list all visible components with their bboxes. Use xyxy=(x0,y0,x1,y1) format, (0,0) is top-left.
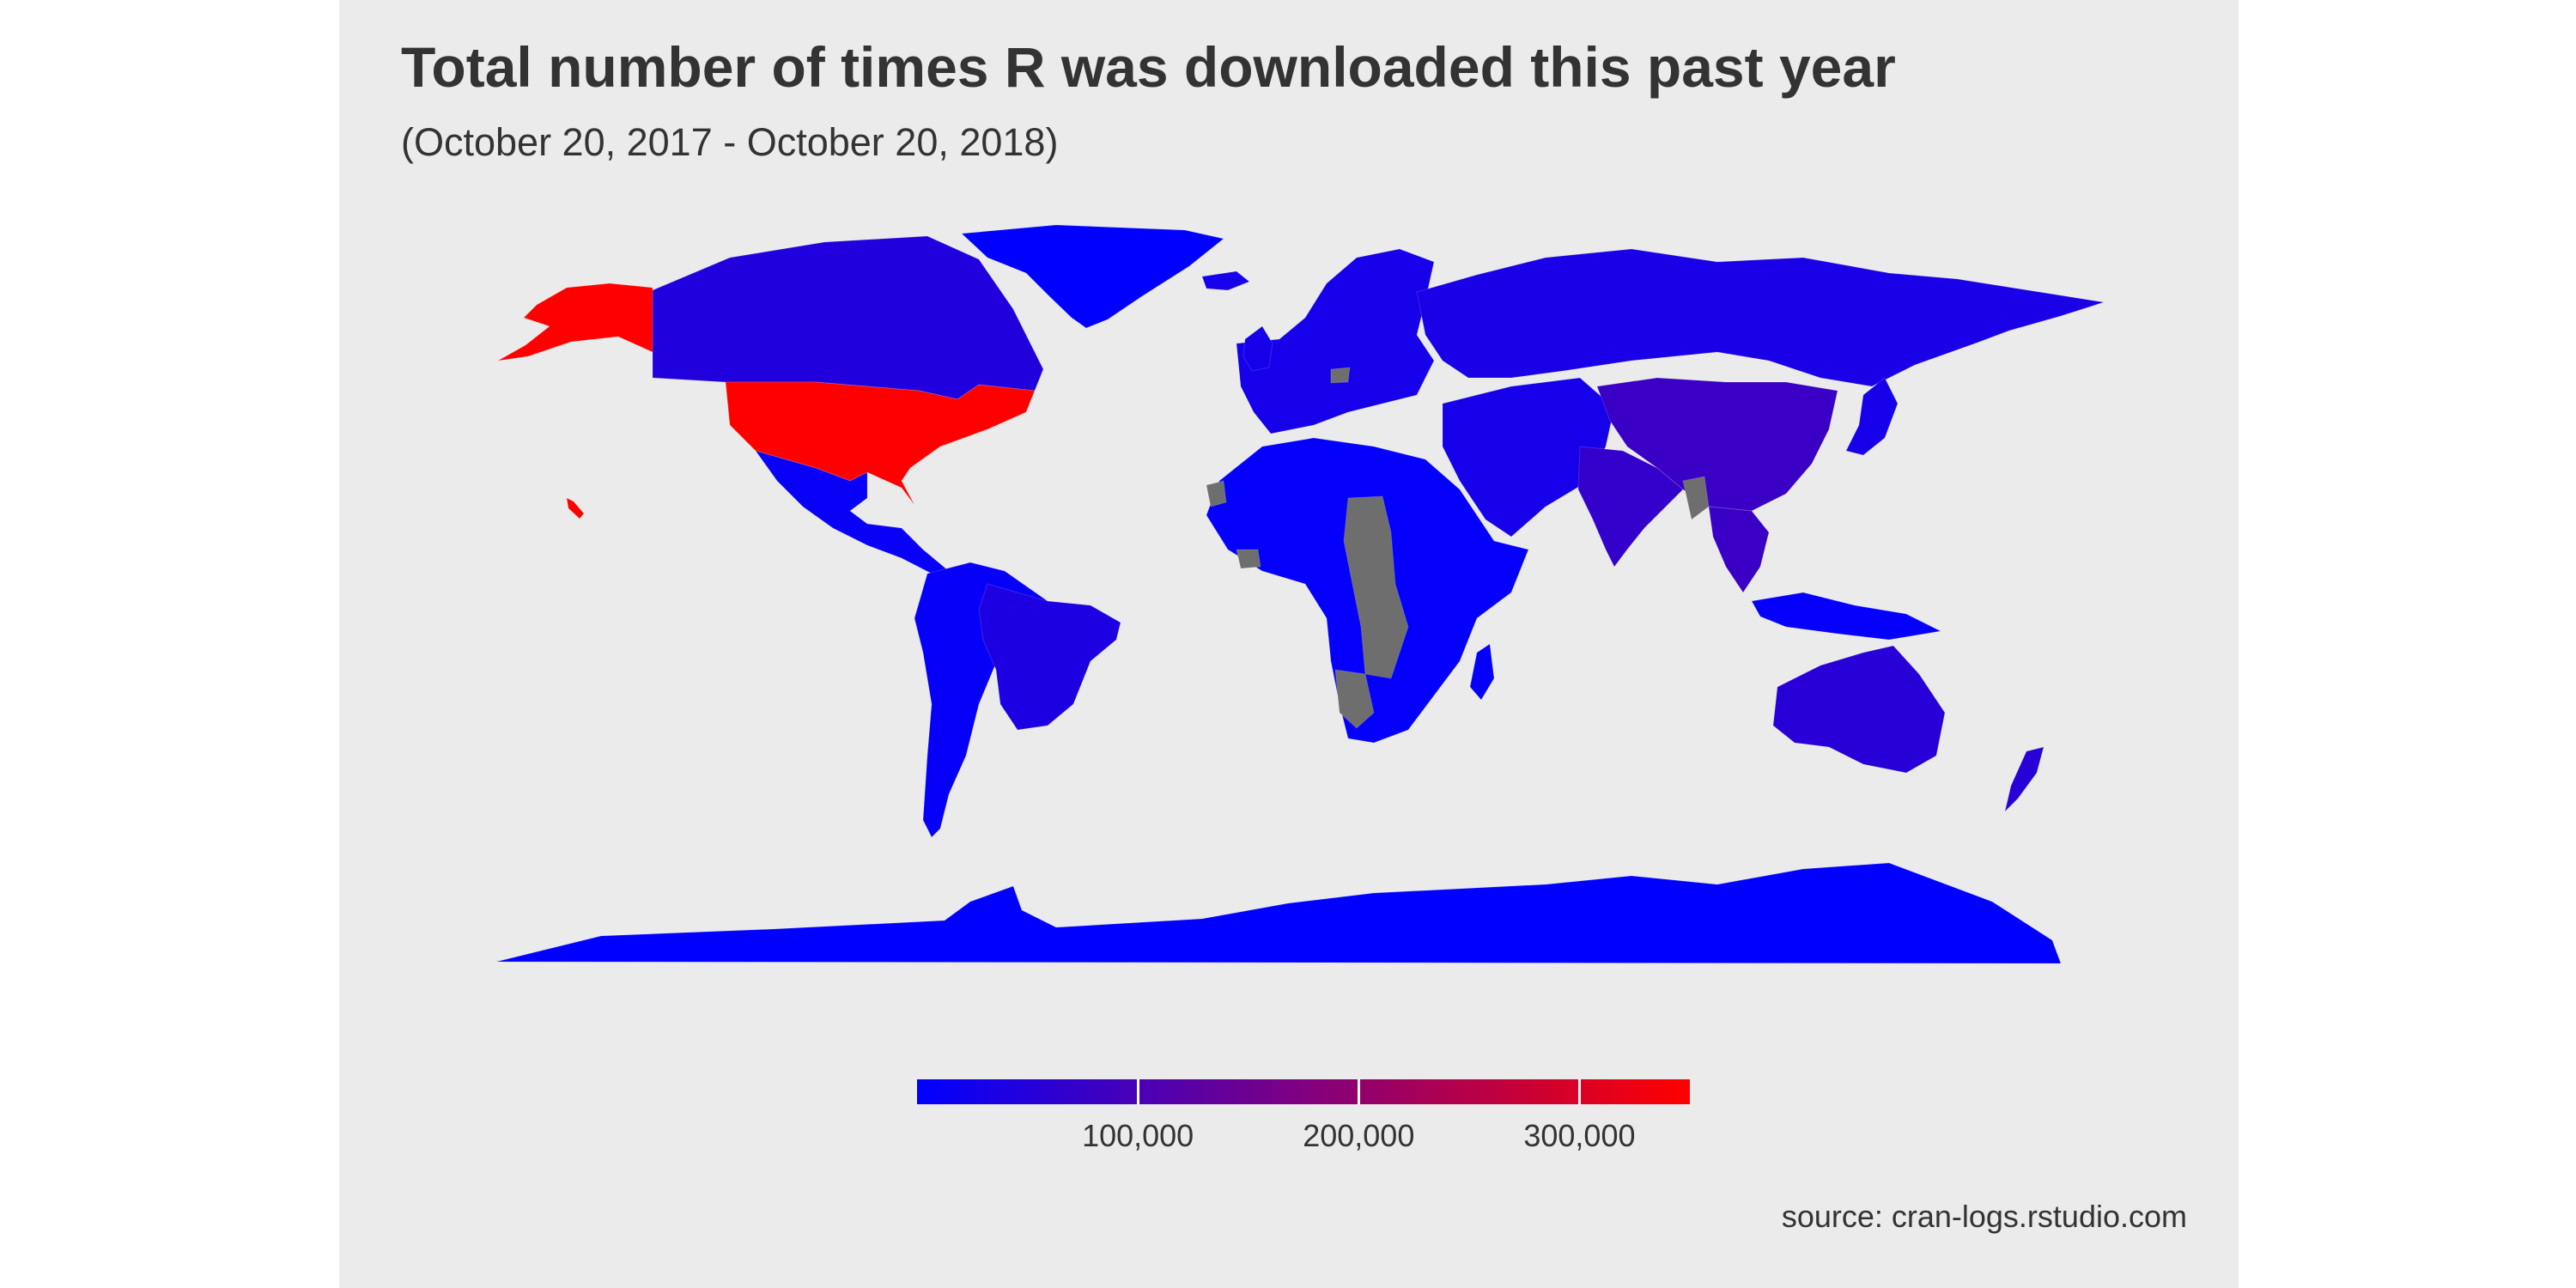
region-antarctica xyxy=(495,862,2062,964)
region-southeast-asia xyxy=(1708,506,1770,593)
region-canada xyxy=(652,235,1044,400)
region-british-isles xyxy=(1242,325,1273,372)
region-indonesia xyxy=(1751,592,1942,641)
legend-tick-label: 100,000 xyxy=(1082,1118,1194,1153)
region-india xyxy=(1577,446,1684,568)
region-africa-missing xyxy=(1343,495,1409,679)
legend-tick-mark xyxy=(1357,1079,1360,1104)
map-title: Total number of times R was downloaded t… xyxy=(401,35,1896,99)
region-europe-missing xyxy=(1330,367,1351,384)
legend-tick-label: 200,000 xyxy=(1303,1118,1415,1153)
region-southern-africa-missing xyxy=(1334,669,1375,729)
region-alaska xyxy=(497,283,653,361)
region-china xyxy=(1596,377,1838,512)
region-iceland xyxy=(1201,270,1250,291)
region-greenland xyxy=(960,224,1225,329)
source-caption: source: cran-logs.rstudio.com xyxy=(1781,1199,2187,1234)
legend-tick-label: 300,000 xyxy=(1523,1118,1636,1153)
region-madagascar xyxy=(1469,643,1495,701)
region-mexico xyxy=(754,450,951,574)
region-brazil xyxy=(978,583,1121,731)
region-myanmar-missing xyxy=(1682,476,1710,520)
map-panel xyxy=(339,0,2239,1288)
region-united-states xyxy=(725,381,1036,506)
region-west-africa-missing xyxy=(1206,480,1227,507)
region-australia xyxy=(1772,645,1946,774)
region-central-africa-missing xyxy=(1236,549,1261,569)
legend-gradient xyxy=(917,1079,1690,1104)
region-hawaii xyxy=(566,497,585,519)
legend-tick-mark xyxy=(1577,1079,1581,1104)
region-japan xyxy=(1845,377,1899,456)
region-new-zealand xyxy=(2004,746,2044,813)
legend-tick-mark xyxy=(1136,1079,1139,1104)
legend-colorbar xyxy=(917,1079,1690,1104)
region-middle-east xyxy=(1442,377,1615,538)
map-subtitle: (October 20, 2017 - October 20, 2018) xyxy=(401,120,1059,164)
region-europe xyxy=(1236,248,1435,434)
region-russia xyxy=(1416,248,2105,387)
